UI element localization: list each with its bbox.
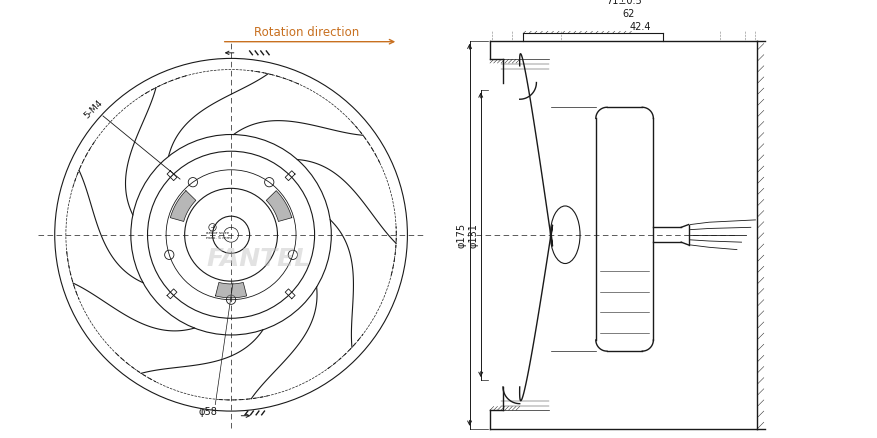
- Text: Rotation direction: Rotation direction: [254, 26, 360, 39]
- Text: 5-M4: 5-M4: [82, 98, 104, 120]
- Text: max. 5 mm: max. 5 mm: [206, 236, 231, 240]
- Text: 62: 62: [622, 9, 634, 18]
- Polygon shape: [267, 191, 292, 222]
- Text: arbor sc.re: arbor sc.re: [206, 230, 230, 234]
- Text: φ58: φ58: [198, 406, 217, 417]
- Text: 42.4: 42.4: [630, 21, 651, 32]
- Text: 71±0.5: 71±0.5: [606, 0, 642, 6]
- Polygon shape: [216, 283, 246, 298]
- Text: φ175: φ175: [457, 223, 467, 248]
- Text: φ131: φ131: [469, 223, 479, 247]
- Text: FANTEL: FANTEL: [207, 247, 311, 270]
- Polygon shape: [170, 191, 196, 222]
